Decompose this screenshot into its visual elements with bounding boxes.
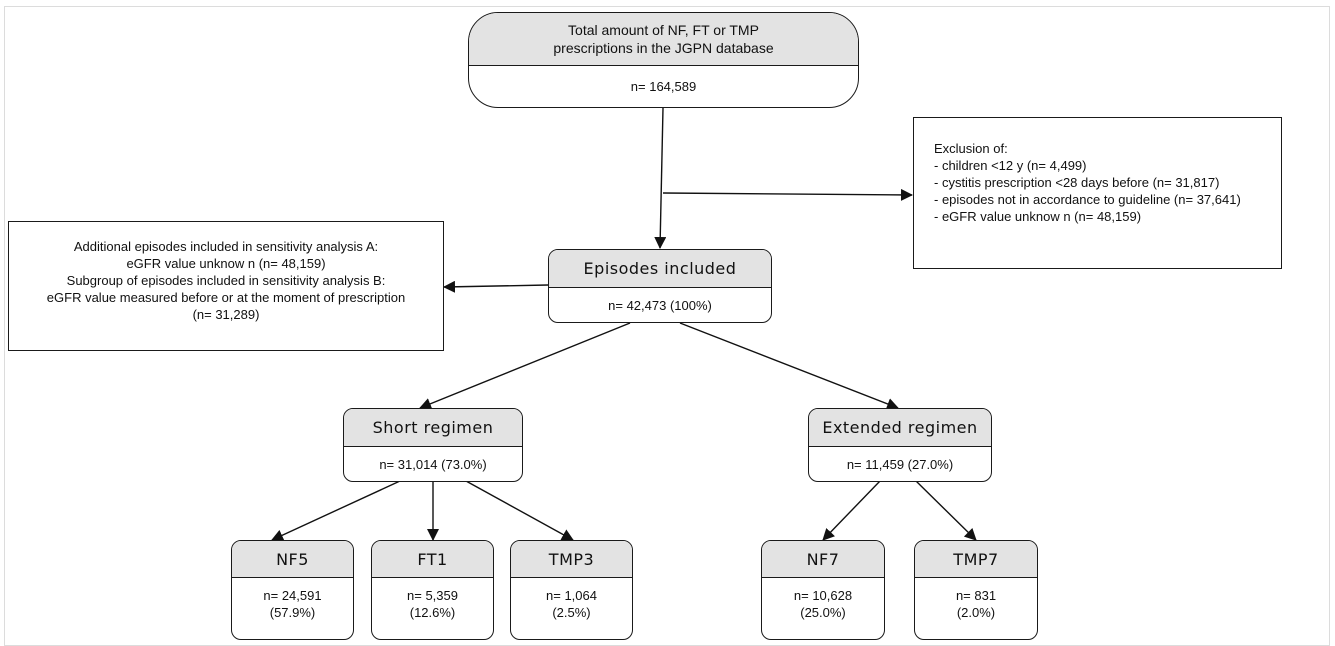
node-tmp7-title: TMP7 [915, 541, 1037, 578]
sensitivity-line: Subgroup of episodes included in sensiti… [66, 273, 386, 288]
node-extended-regimen-count: n= 11,459 (27.0%) [846, 456, 954, 472]
sensitivity-line: (n= 31,289) [192, 307, 260, 322]
node-nf7-count: n= 10,628 [793, 588, 853, 603]
arrow-extended-to-tmp7 [915, 480, 977, 541]
node-tmp7-percent: (2.0%) [956, 605, 996, 620]
exclusion-line: - cystitis prescription <28 days before … [934, 175, 1220, 190]
arrow-included-to-extended [679, 322, 899, 410]
arrow-short-to-nf5 [271, 480, 401, 541]
node-episodes-included-title: Episodes included [549, 250, 771, 288]
node-ft1-title: FT1 [372, 541, 493, 578]
node-tmp7-count: n= 831 [955, 588, 997, 603]
node-total-count: n= 164,589 [630, 79, 697, 94]
node-short-regimen: Short regimen n= 31,014 (73.0%) [343, 408, 523, 482]
node-ft1: FT1 n= 5,359 (12.6%) [371, 540, 494, 640]
connector-layer [271, 107, 977, 541]
node-total-prescriptions: Total amount of NF, FT or TMP prescripti… [468, 12, 859, 108]
node-episodes-included: Episodes included n= 42,473 (100%) [548, 249, 772, 323]
node-tmp3-percent: (2.5%) [552, 605, 591, 620]
exclusion-note: Exclusion of: - children <12 y (n= 4,499… [913, 117, 1282, 269]
node-nf5-count: n= 24,591 [263, 588, 322, 603]
node-short-regimen-count: n= 31,014 (73.0%) [379, 456, 487, 472]
node-nf5-percent: (57.9%) [269, 605, 316, 620]
arrow-to-sensitivity [443, 280, 549, 293]
node-tmp7: TMP7 n= 831 (2.0%) [914, 540, 1038, 640]
node-nf7-title: NF7 [762, 541, 884, 578]
arrow-included-to-short [419, 322, 631, 410]
node-nf7: NF7 n= 10,628 (25.0%) [761, 540, 885, 640]
node-nf7-percent: (25.0%) [800, 605, 846, 620]
node-total-title-line1: Total amount of NF, FT or TMP [568, 22, 759, 38]
node-ft1-percent: (12.6%) [409, 605, 456, 620]
node-extended-regimen-title: Extended regimen [809, 409, 991, 447]
node-total-prescriptions-header: Total amount of NF, FT or TMP prescripti… [469, 13, 858, 66]
node-short-regimen-title: Short regimen [344, 409, 522, 447]
node-nf5-title: NF5 [232, 541, 353, 578]
node-tmp3: TMP3 n= 1,064 (2.5%) [510, 540, 633, 640]
exclusion-line: - children <12 y (n= 4,499) [934, 158, 1087, 173]
sensitivity-line: Additional episodes included in sensitiv… [73, 239, 379, 254]
node-total-title-line2: prescriptions in the JGPN database [553, 40, 774, 56]
node-extended-regimen: Extended regimen n= 11,459 (27.0%) [808, 408, 992, 482]
arrow-extended-to-nf7 [822, 480, 881, 541]
exclusion-line: Exclusion of: [934, 141, 1008, 156]
node-episodes-included-count: n= 42,473 (100%) [608, 297, 712, 313]
exclusion-line: - eGFR value unknow n (n= 48,159) [934, 209, 1142, 224]
exclusion-line: - episodes not in accordance to guidelin… [934, 192, 1241, 207]
arrow-short-to-tmp3 [465, 480, 574, 541]
node-ft1-count: n= 5,359 [407, 588, 458, 603]
arrow-top-to-included [654, 107, 667, 249]
node-tmp3-count: n= 1,064 [546, 588, 597, 603]
node-nf5: NF5 n= 24,591 (57.9%) [231, 540, 354, 640]
sensitivity-line: eGFR value measured before or at the mom… [46, 290, 406, 305]
sensitivity-line: eGFR value unknow n (n= 48,159) [126, 256, 326, 271]
node-tmp3-title: TMP3 [511, 541, 632, 578]
sensitivity-note: Additional episodes included in sensitiv… [8, 221, 444, 351]
arrow-to-exclusion [662, 188, 913, 201]
